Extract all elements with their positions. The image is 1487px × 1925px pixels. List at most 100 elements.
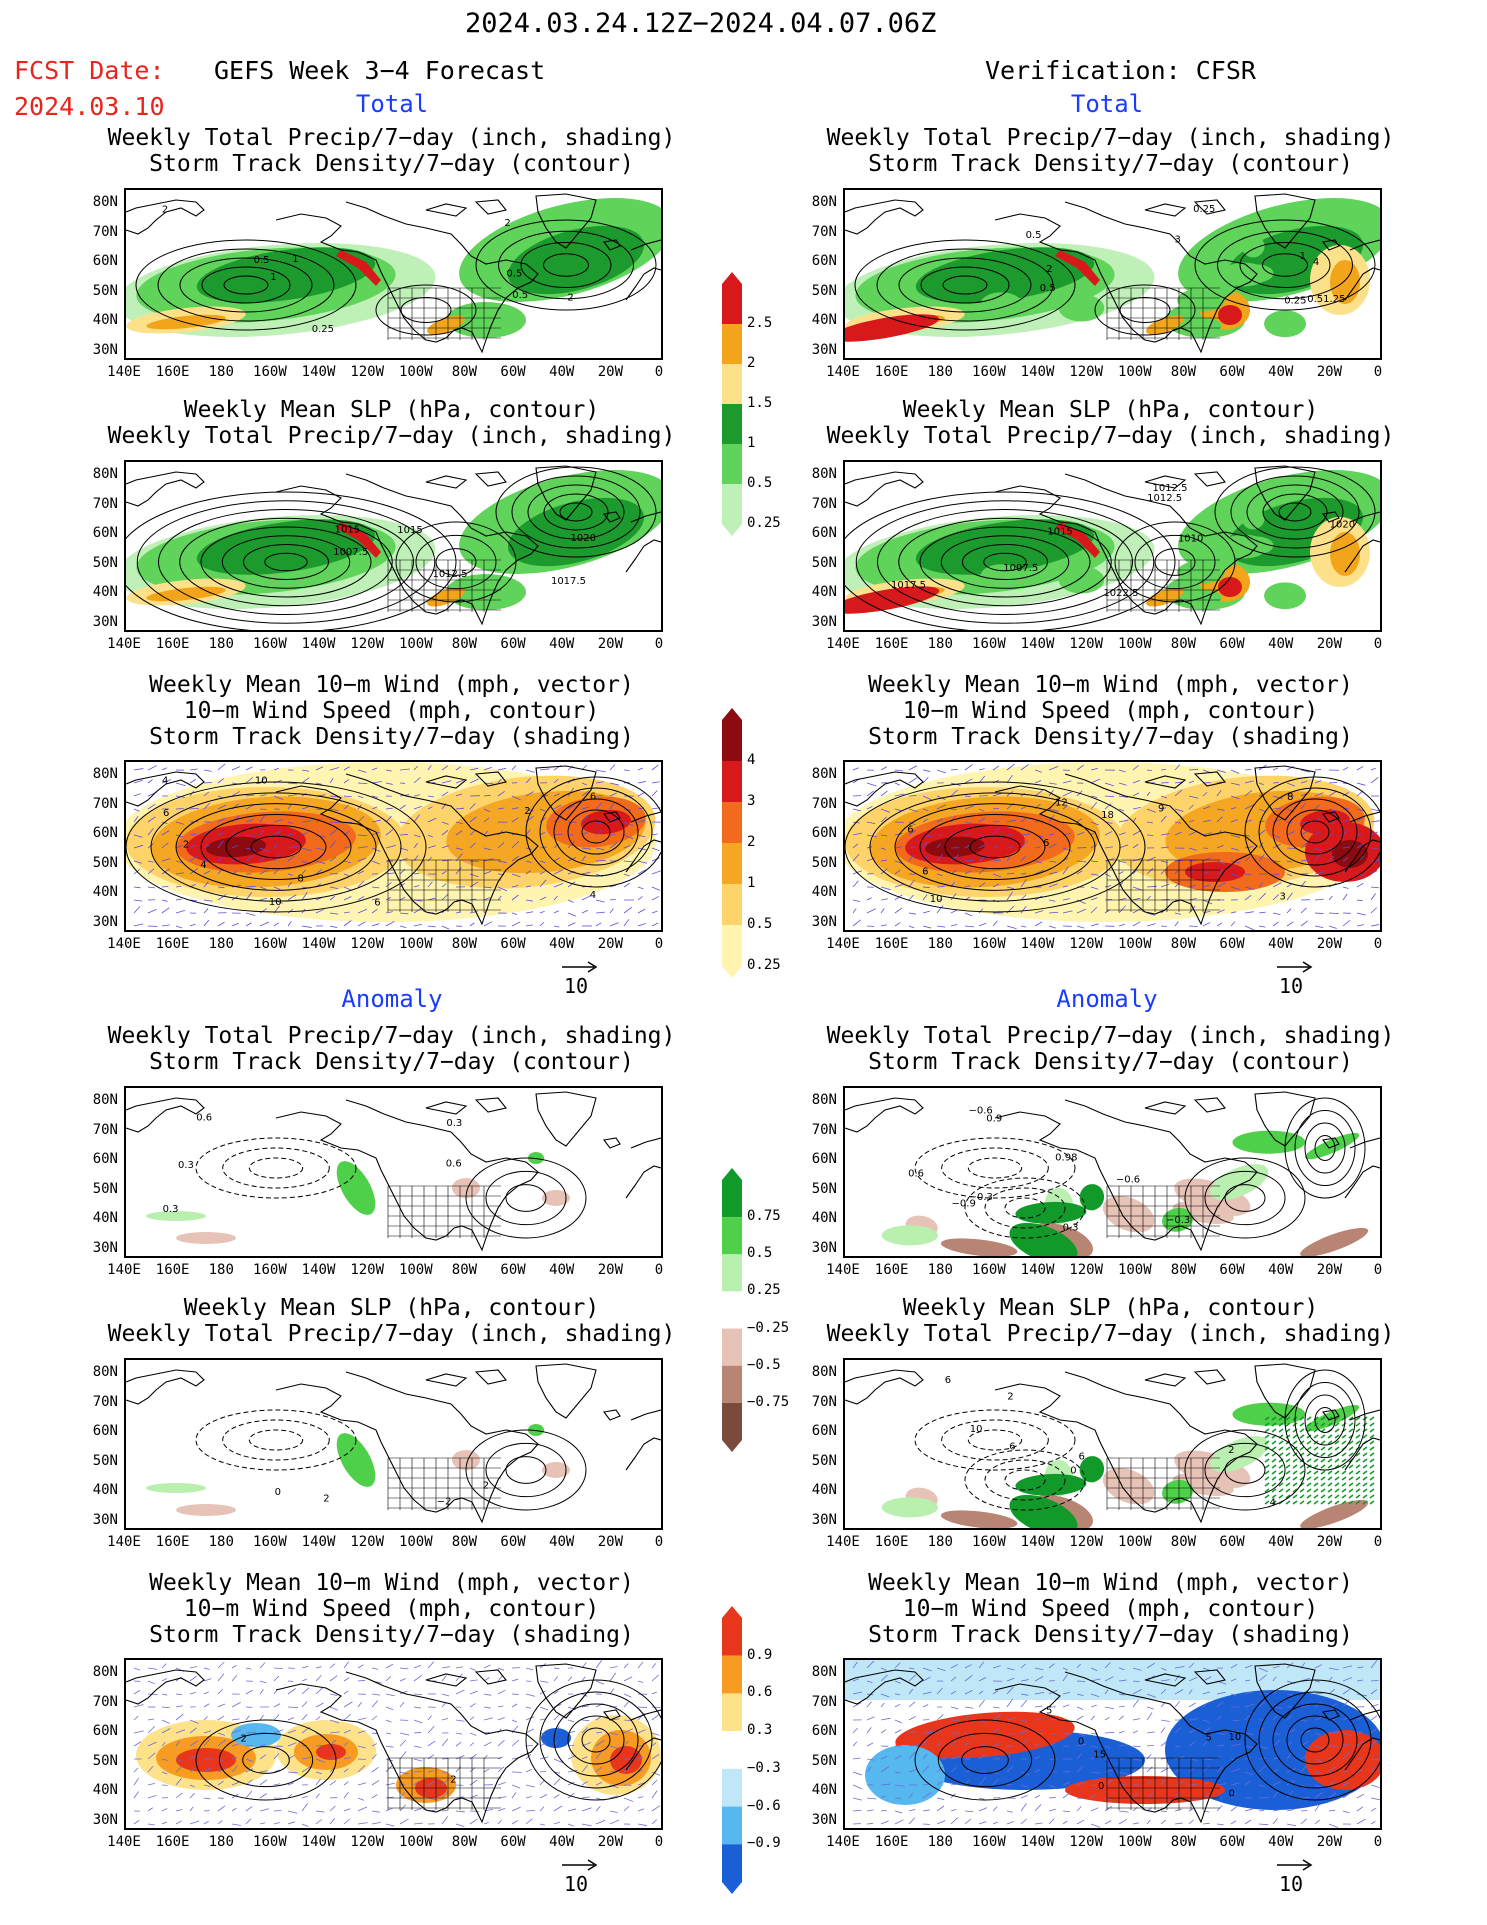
lon-tick-label: 180 <box>927 1834 953 1850</box>
lon-tick-label: 180 <box>208 636 234 652</box>
vector-ref-label: 10 <box>1279 1872 1304 1896</box>
lon-tick-label: 140W <box>301 1534 336 1550</box>
lon-tick-label: 140E <box>107 1534 141 1550</box>
lat-tick-label: 50N <box>811 854 837 871</box>
lon-tick-label: 60W <box>500 1262 526 1278</box>
coastline <box>845 1091 1380 1252</box>
contour-label: 2 <box>183 839 189 850</box>
contour-label: 1 <box>270 272 276 283</box>
colorbar-storm-anomaly <box>720 1606 744 1894</box>
contour-label: 6 <box>163 808 169 819</box>
lon-tick-label: 60W <box>1219 364 1245 380</box>
lon-tick-label: 140W <box>1020 364 1055 380</box>
colorbar-segment <box>722 1180 742 1218</box>
state-borders <box>387 559 501 612</box>
contour-label: 0.3 <box>178 1160 194 1171</box>
contour-label: 4 <box>590 890 596 901</box>
arrow-right-icon <box>1277 1859 1313 1871</box>
colorbar-segment <box>722 1618 742 1656</box>
contour-label: 6 <box>945 1375 951 1386</box>
contour-label: 2 <box>162 204 168 215</box>
anomaly-contours <box>914 1369 1366 1511</box>
lon-tick-label: 120W <box>1069 1534 1104 1550</box>
lon-tick-label: 160W <box>972 364 1006 380</box>
state-borders <box>387 1457 501 1510</box>
lat-tick-label: 80N <box>92 1364 118 1380</box>
shading-field <box>845 762 1380 930</box>
left-t3-map: 2 6 4 8 6 4 10 4 10 6 2 <box>124 760 663 932</box>
lon-tick-label: 180 <box>208 1534 234 1550</box>
vector-ref-label: 10 <box>1279 974 1304 998</box>
colorbar-segment <box>722 884 742 925</box>
lon-tick-label: 40W <box>549 364 575 380</box>
lon-tick-label: 80W <box>451 1834 478 1850</box>
lat-tick-label: 80N <box>92 1664 118 1680</box>
lon-tick-label: 160E <box>155 1262 190 1278</box>
lon-tick-label: 0 <box>654 1534 664 1550</box>
contour-label: 1015 <box>397 525 422 536</box>
contour-label: 0.6 <box>196 1113 212 1124</box>
lon-tick-label: 160W <box>972 1262 1006 1278</box>
right-a3-title: Weekly Mean 10−m Wind (mph, vector) 10−m… <box>868 1570 1353 1648</box>
contour-label: 1010 <box>1178 534 1203 545</box>
contour-label: 1012.5 <box>1153 483 1188 494</box>
left-a2-map: 2 −2 0 2 <box>124 1358 663 1530</box>
date-range-title: 2024.03.24.12Z−2024.04.07.06Z <box>465 8 937 39</box>
lat-tick-label: 70N <box>811 795 837 812</box>
colorbar-segment <box>722 364 742 404</box>
right-anomaly-label: Anomaly <box>1056 985 1158 1013</box>
contour-label: −0.3 <box>1166 1215 1190 1226</box>
contour-label: 1 <box>1300 251 1306 262</box>
colorbar-label: −0.9 <box>747 1835 781 1852</box>
shading-field <box>126 198 661 338</box>
contour-label: 0 <box>275 1487 281 1498</box>
lat-tick-label: 70N <box>811 1393 837 1410</box>
lon-tick-label: 120W <box>1069 364 1104 380</box>
lat-tick-label: 70N <box>811 1693 837 1710</box>
anomaly-contours <box>195 1409 587 1511</box>
contour-label: 6 <box>922 867 928 878</box>
coastline <box>126 1091 661 1252</box>
lat-tick-label: 60N <box>811 1151 837 1167</box>
contour-label: 1020 <box>571 533 596 544</box>
lon-tick-label: 140W <box>301 364 336 380</box>
shading-field <box>845 198 1380 342</box>
lon-tick-label: 0 <box>654 636 664 652</box>
colorbar-label: 0.5 <box>747 1245 773 1262</box>
lon-tick-label: 180 <box>927 936 953 952</box>
colorbar-label: 3 <box>747 793 756 809</box>
lat-tick-label: 60N <box>92 1723 118 1739</box>
lon-tick-label: 20W <box>1316 1534 1343 1550</box>
state-borders <box>1106 859 1220 912</box>
lat-tick-label: 30N <box>811 1239 837 1256</box>
lon-tick-label: 160W <box>253 1262 287 1278</box>
contour-label: 5 <box>1206 1733 1212 1744</box>
lon-tick-label: 20W <box>1316 1262 1343 1278</box>
lon-tick-label: 100W <box>398 1534 433 1550</box>
lon-tick-label: 160E <box>155 936 190 952</box>
lon-tick-label: 40W <box>549 1262 575 1278</box>
contour-label: 0 <box>1098 1781 1104 1792</box>
contour-label: 1007.5 <box>333 547 368 558</box>
lat-tick-label: 60N <box>811 825 837 841</box>
state-borders <box>1106 559 1220 612</box>
lon-tick-label: 180 <box>927 1262 953 1278</box>
vector-ref-left-total: 10 <box>560 960 600 998</box>
lon-tick-label: 60W <box>500 636 526 652</box>
arrow-right-icon <box>562 961 598 973</box>
contour-label: 0.6 <box>908 1169 924 1180</box>
lon-tick-label: 80W <box>451 1534 478 1550</box>
lon-tick-label: 0 <box>1373 1262 1383 1278</box>
lat-tick-label: 70N <box>811 495 837 512</box>
lon-tick-label: 140E <box>826 636 860 652</box>
lon-tick-label: 60W <box>1219 636 1245 652</box>
lon-tick-label: 140E <box>107 936 141 952</box>
lon-tick-label: 180 <box>927 364 953 380</box>
contour-label: 18 <box>1101 810 1114 821</box>
contour-label: 6 <box>1009 1442 1015 1453</box>
lon-tick-label: 60W <box>500 936 526 952</box>
contour-label: 10 <box>269 897 282 908</box>
coastline <box>845 765 1380 926</box>
lon-tick-label: 0 <box>654 936 664 952</box>
state-borders <box>1106 1185 1220 1238</box>
